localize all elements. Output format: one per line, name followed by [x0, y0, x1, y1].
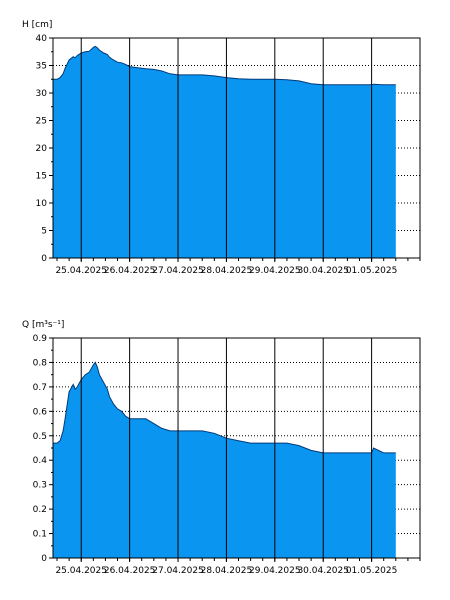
y-tick-label: 10 — [36, 199, 48, 209]
series-line — [53, 361, 396, 454]
discharge-axis-label: Q [m³s⁻¹] — [22, 320, 64, 330]
series-area — [53, 46, 396, 258]
plot-frame — [52, 337, 421, 559]
y-tick-label: 0.6 — [33, 407, 48, 417]
discharge-chart: Q [m³s⁻¹] 25.04.202526.04.202527.04.2025… — [22, 320, 421, 576]
x-tick-label: 26.04.2025 — [104, 566, 156, 576]
y-tick-label: 30 — [36, 89, 48, 99]
x-tick-label: 30.04.2025 — [297, 566, 349, 576]
x-tick-label: 01.05.2025 — [346, 266, 398, 276]
y-tick-label: 0.8 — [33, 358, 48, 368]
y-tick-label: 0 — [41, 554, 47, 564]
y-tick-label: 35 — [36, 62, 47, 72]
y-tick-label: 0.1 — [33, 530, 47, 540]
y-tick-label: 0 — [41, 254, 47, 264]
y-tick-label: 0.2 — [33, 505, 47, 515]
y-tick-label: 20 — [36, 144, 48, 154]
y-tick-label: 0.3 — [33, 481, 47, 491]
water-level-axis-label: H [cm] — [22, 20, 52, 30]
y-tick-label: 0.5 — [33, 432, 47, 442]
y-tick-label: 0.9 — [33, 334, 48, 344]
y-tick-label: 25 — [36, 117, 47, 127]
series-line — [53, 45, 396, 86]
x-tick-label: 25.04.2025 — [55, 566, 107, 576]
x-tick-label: 28.04.2025 — [201, 566, 253, 576]
y-tick-label: 5 — [41, 227, 47, 237]
water-level-chart: H [cm] 25.04.202526.04.202527.04.202528.… — [22, 20, 421, 276]
x-tick-label: 01.05.2025 — [346, 566, 398, 576]
x-tick-label: 25.04.2025 — [55, 266, 107, 276]
y-tick-label: 40 — [36, 34, 48, 44]
x-tick-label: 27.04.2025 — [152, 266, 204, 276]
y-tick-label: 15 — [36, 172, 47, 182]
x-tick-label: 29.04.2025 — [249, 266, 301, 276]
x-tick-label: 29.04.2025 — [249, 566, 301, 576]
x-tick-label: 27.04.2025 — [152, 566, 204, 576]
plot-frame — [52, 37, 421, 259]
y-tick-label: 0.7 — [33, 383, 47, 393]
y-tick-label: 0.4 — [33, 456, 48, 466]
series-area — [53, 362, 396, 558]
x-tick-label: 28.04.2025 — [201, 266, 253, 276]
x-tick-label: 30.04.2025 — [297, 266, 349, 276]
x-tick-label: 26.04.2025 — [104, 266, 156, 276]
